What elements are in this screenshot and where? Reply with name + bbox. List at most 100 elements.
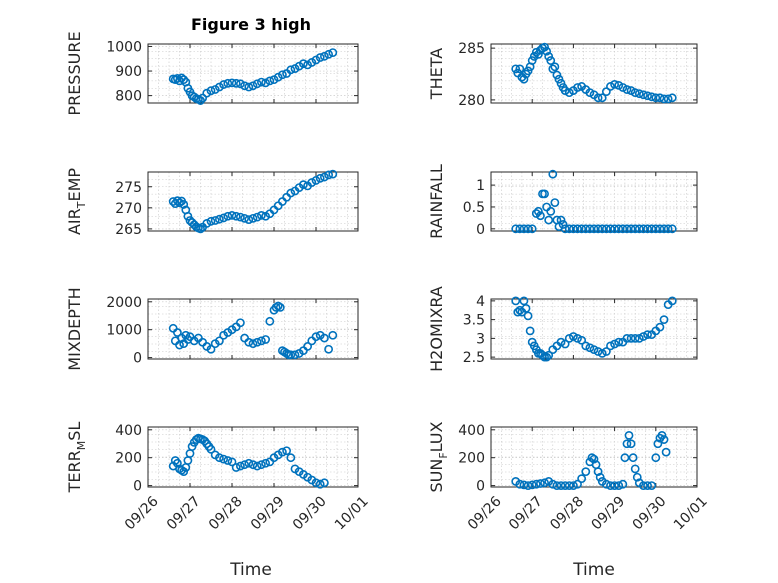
sun-flux-point bbox=[519, 480, 529, 490]
sun-flux-point bbox=[651, 453, 661, 463]
rainfall-point bbox=[556, 215, 566, 225]
h2omixra-point bbox=[622, 333, 632, 343]
pressure-point bbox=[223, 78, 233, 88]
mixdepth-ytick-label: 0 bbox=[133, 351, 142, 367]
sun-flux-point bbox=[573, 479, 582, 489]
pressure-point bbox=[261, 78, 270, 88]
sun-flux-ytick-label: 400 bbox=[458, 423, 485, 439]
rainfall-point bbox=[548, 169, 558, 179]
sun-flux-point bbox=[564, 481, 574, 491]
h2omixra-point bbox=[639, 332, 648, 341]
theta-point bbox=[597, 93, 607, 103]
h2omixra-point bbox=[667, 296, 677, 306]
mixdepth-point bbox=[275, 302, 285, 312]
h2omixra-point bbox=[614, 337, 624, 347]
subplot-theta: 280 285 THETA bbox=[427, 41, 698, 109]
rainfall-point bbox=[634, 224, 644, 234]
mixdepth-point bbox=[252, 337, 262, 347]
air-temp-point bbox=[235, 212, 245, 222]
rainfall-point bbox=[550, 198, 560, 207]
air-temp-point bbox=[244, 215, 254, 225]
sun-flux-point bbox=[661, 447, 671, 457]
theta-point bbox=[542, 46, 552, 56]
pressure-point bbox=[248, 81, 258, 91]
h2omixra-point bbox=[577, 335, 587, 345]
mixdepth-point bbox=[235, 318, 245, 328]
pressure-point bbox=[277, 70, 287, 80]
h2omixra-point bbox=[601, 347, 611, 356]
rainfall-point bbox=[630, 224, 640, 234]
h2omixra-point bbox=[610, 339, 619, 349]
rainfall-point bbox=[577, 224, 587, 234]
pressure-point bbox=[286, 65, 296, 75]
rainfall-point bbox=[581, 224, 591, 234]
theta-point bbox=[647, 92, 657, 102]
h2omixra-ytick-label: 4 bbox=[476, 294, 485, 310]
sun-flux-point bbox=[536, 479, 545, 488]
pressure-point bbox=[179, 75, 189, 85]
theta-ytick-label: 285 bbox=[458, 41, 485, 57]
air-temp-point bbox=[324, 170, 333, 180]
sun-flux-ytick-label: 0 bbox=[476, 479, 485, 495]
sun-flux-point bbox=[618, 479, 628, 489]
sun-flux-point bbox=[622, 439, 632, 449]
rainfall-point bbox=[515, 224, 525, 234]
sun-flux-ylabel: SUNFLUX bbox=[427, 421, 450, 492]
rainfall-point bbox=[606, 224, 615, 234]
terr-msl-point bbox=[256, 460, 266, 470]
x-axis-label-right: Time bbox=[572, 560, 615, 580]
terr-msl-point bbox=[277, 447, 287, 457]
terr-msl-point bbox=[172, 458, 182, 468]
pressure-point bbox=[219, 80, 228, 89]
theta-point bbox=[515, 64, 525, 74]
terr-msl-axes-box bbox=[147, 426, 359, 488]
sun-flux-point bbox=[610, 481, 619, 491]
air-temp-point bbox=[202, 219, 212, 228]
h2omixra-point bbox=[659, 315, 669, 325]
rainfall-point bbox=[647, 224, 657, 234]
mixdepth-point bbox=[244, 337, 254, 347]
h2omixra-point bbox=[593, 347, 603, 356]
mixdepth-point bbox=[286, 350, 296, 360]
rainfall-point bbox=[593, 224, 603, 234]
mixdepth-point bbox=[214, 336, 224, 346]
h2omixra-point bbox=[521, 303, 531, 313]
terr-msl-ylabel: TERRMSL bbox=[65, 422, 88, 494]
theta-point bbox=[663, 94, 673, 104]
air-temp-point bbox=[315, 173, 325, 183]
subplot-h2omixra: 2.5 3 3.5 4 H2OMIXRA bbox=[427, 286, 698, 372]
h2omixra-point bbox=[655, 322, 665, 332]
sun-flux-ytick-label: 200 bbox=[458, 451, 485, 467]
air-temp-point bbox=[240, 213, 249, 223]
rainfall-point bbox=[511, 224, 521, 234]
h2omixra-axes-box bbox=[490, 298, 698, 360]
theta-point bbox=[552, 70, 562, 80]
mixdepth-point bbox=[319, 333, 329, 343]
mixdepth-point bbox=[324, 344, 333, 354]
rainfall-point bbox=[546, 206, 556, 216]
mixdepth-axes-box bbox=[147, 298, 359, 360]
pressure-ytick-label: 1000 bbox=[106, 39, 142, 55]
air-temp-point bbox=[328, 169, 338, 179]
rainfall-point bbox=[626, 224, 636, 234]
air-temp-point bbox=[256, 211, 266, 220]
rainfall-point bbox=[533, 206, 543, 216]
sun-flux-point bbox=[606, 481, 615, 491]
air-temp-point bbox=[223, 211, 233, 221]
air-temp-point bbox=[214, 214, 224, 224]
pressure-point bbox=[227, 78, 237, 88]
rainfall-point bbox=[527, 224, 537, 234]
h2omixra-point bbox=[560, 339, 570, 349]
sun-flux-point bbox=[643, 481, 652, 491]
h2omixra-point bbox=[511, 296, 521, 306]
air-temp-point bbox=[196, 224, 205, 234]
mixdepth-point bbox=[311, 332, 321, 342]
theta-point bbox=[556, 78, 566, 88]
theta-point bbox=[554, 74, 564, 84]
h2omixra-point bbox=[556, 337, 566, 347]
terr-msl-point bbox=[187, 442, 197, 451]
terr-msl-point bbox=[179, 467, 189, 477]
pressure-point bbox=[206, 86, 216, 96]
sun-flux-point bbox=[593, 467, 603, 477]
